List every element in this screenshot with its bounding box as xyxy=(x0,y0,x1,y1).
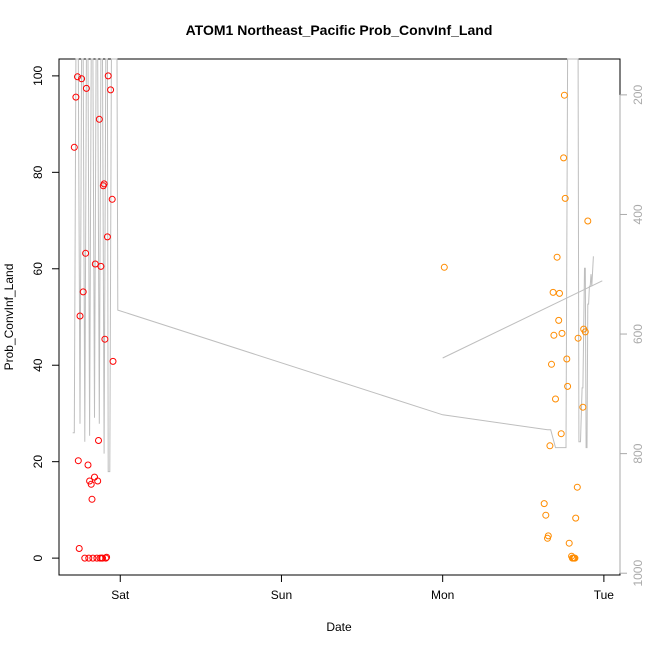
y-axis-label: Prob_ConvInf_Land xyxy=(2,264,16,371)
line-layer xyxy=(72,58,603,473)
data-point xyxy=(573,483,581,491)
data-point xyxy=(108,195,116,203)
data-point xyxy=(109,357,117,365)
y-tick-label: 40 xyxy=(31,358,45,372)
y-tick-label: 100 xyxy=(31,66,45,86)
data-point xyxy=(546,442,554,450)
data-point xyxy=(572,514,580,522)
data-point xyxy=(79,288,87,296)
x-tick-label: Tue xyxy=(594,588,615,602)
data-point xyxy=(561,194,569,202)
data-point xyxy=(104,72,112,80)
data-point xyxy=(100,180,108,188)
data-point xyxy=(94,477,102,485)
y-axis: 0 20 40 60 80 100 xyxy=(31,66,60,561)
series-line xyxy=(72,58,594,473)
x-axis: Sat Sun Mon Tue xyxy=(111,574,615,602)
data-point xyxy=(548,360,555,368)
data-point xyxy=(564,382,572,390)
y2-tick-label: 200 xyxy=(631,85,645,105)
data-point xyxy=(95,115,103,123)
data-point xyxy=(91,473,98,481)
data-point xyxy=(549,288,557,296)
data-point xyxy=(579,403,587,411)
data-point xyxy=(87,480,95,488)
data-point xyxy=(89,554,97,562)
data-point xyxy=(558,329,566,337)
y-tick-label: 20 xyxy=(31,455,45,469)
y-tick-label: 0 xyxy=(31,554,45,561)
data-point xyxy=(574,334,582,342)
data-point xyxy=(85,554,93,562)
data-point xyxy=(102,554,110,562)
y2-tick-label: 800 xyxy=(631,443,645,463)
data-point xyxy=(81,554,89,562)
points-layer xyxy=(70,72,592,562)
data-point xyxy=(82,249,90,257)
data-point xyxy=(107,86,115,94)
data-point xyxy=(78,75,86,83)
data-point xyxy=(86,477,94,485)
data-point xyxy=(84,461,92,469)
data-point xyxy=(103,233,111,241)
y2-tick-label: 1000 xyxy=(631,560,645,587)
data-point xyxy=(540,500,548,508)
data-point xyxy=(74,457,82,465)
data-point xyxy=(91,260,99,268)
chart-title: ATOM1 Northeast_Pacific Prob_ConvInf_Lan… xyxy=(186,22,493,38)
x-tick-label: Mon xyxy=(431,588,454,602)
data-point xyxy=(556,289,563,297)
data-point xyxy=(544,532,552,540)
data-point xyxy=(88,495,96,503)
data-point xyxy=(584,217,592,225)
data-point xyxy=(99,554,106,562)
data-point xyxy=(74,73,81,81)
data-point xyxy=(440,263,448,271)
data-point xyxy=(565,539,573,547)
data-point xyxy=(75,545,83,552)
data-point xyxy=(550,331,558,339)
data-point xyxy=(97,262,105,270)
plot-frame xyxy=(58,58,621,576)
y-tick-label: 80 xyxy=(31,165,45,179)
data-point xyxy=(571,554,579,562)
data-point xyxy=(95,437,102,444)
data-point xyxy=(563,355,571,363)
data-point xyxy=(557,430,565,438)
data-point xyxy=(542,511,550,519)
data-point xyxy=(553,253,561,261)
data-point xyxy=(101,335,109,343)
data-point xyxy=(560,154,568,162)
data-point xyxy=(560,91,568,99)
y2-axis: 200 400 600 800 1000 xyxy=(619,85,645,587)
x-tick-label: Sat xyxy=(111,588,130,602)
x-tick-label: Sun xyxy=(271,588,292,602)
data-point xyxy=(103,553,111,561)
data-point xyxy=(82,84,90,92)
data-point xyxy=(70,143,78,151)
x-axis-label: Date xyxy=(326,620,352,634)
series-line-tail xyxy=(442,280,603,359)
y2-tick-label: 400 xyxy=(631,204,645,224)
data-point xyxy=(76,312,84,320)
data-point xyxy=(72,93,80,101)
data-point xyxy=(581,328,589,336)
y-tick-label: 60 xyxy=(31,262,45,276)
data-point xyxy=(555,316,563,324)
y2-tick-label: 600 xyxy=(631,324,645,344)
data-point xyxy=(552,395,559,403)
